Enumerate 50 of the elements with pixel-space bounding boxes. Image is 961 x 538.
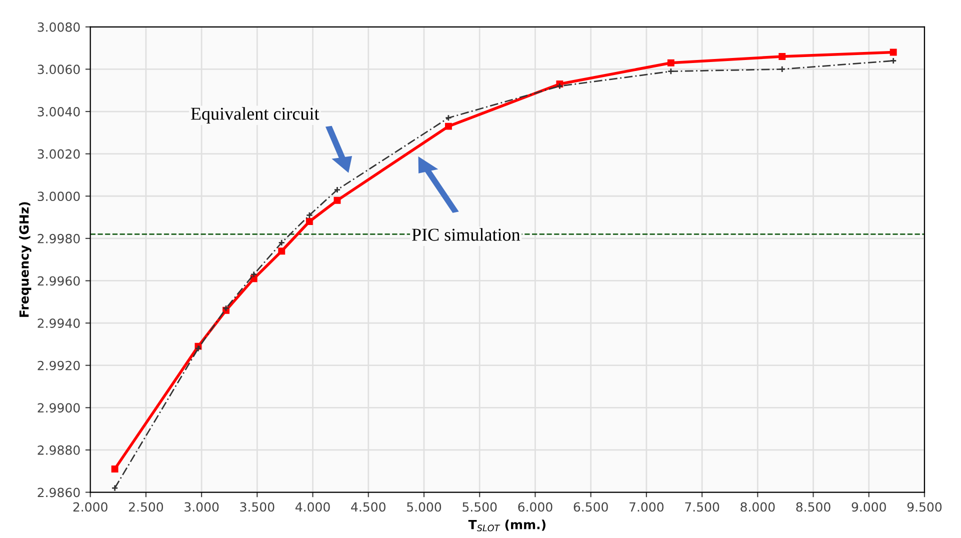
point bbox=[278, 239, 286, 246]
x-tick-label: 6.500 bbox=[574, 502, 608, 512]
x-tick-label: 2.000 bbox=[73, 502, 108, 512]
x-axis-title: T$_{SLOT}$ (mm.) bbox=[468, 520, 546, 532]
point bbox=[890, 48, 897, 56]
x-tick-label: 8.500 bbox=[796, 502, 830, 512]
point bbox=[890, 57, 897, 64]
x-tick-label: 4.500 bbox=[351, 502, 386, 512]
x-tick-label: 4.000 bbox=[295, 502, 330, 512]
x-tick-label: 5.000 bbox=[407, 502, 442, 512]
point bbox=[444, 114, 452, 122]
point bbox=[444, 122, 452, 130]
x-tick-label: 5.500 bbox=[462, 502, 497, 512]
point bbox=[778, 53, 786, 60]
point bbox=[306, 218, 313, 225]
annotation: PIC simulation bbox=[412, 228, 520, 241]
point bbox=[334, 186, 341, 194]
point bbox=[334, 196, 341, 204]
x-tick-label: 9.000 bbox=[852, 502, 886, 512]
y-tick-label: 2.9920 bbox=[38, 360, 80, 370]
x-tick-label: 3.000 bbox=[184, 502, 219, 512]
x-tick-label: 6.000 bbox=[518, 502, 552, 512]
point bbox=[778, 66, 786, 73]
point bbox=[278, 248, 286, 255]
x-tick-label: 7.000 bbox=[630, 502, 664, 512]
y-tick-label: 2.9940 bbox=[38, 318, 80, 328]
y-tick-label: 2.9860 bbox=[38, 488, 80, 498]
point bbox=[111, 484, 118, 492]
point bbox=[306, 212, 313, 219]
y-axis-title: Frequency (GHz) bbox=[19, 202, 32, 317]
y-tick-label: 3.0020 bbox=[38, 149, 80, 159]
x-tick-label: 9.500 bbox=[907, 502, 942, 512]
point bbox=[556, 82, 564, 90]
point bbox=[111, 466, 118, 472]
y-tick-label: 2.9980 bbox=[38, 234, 80, 244]
annotation: Equivalent circuit bbox=[190, 107, 320, 124]
y-tick-label: 3.0080 bbox=[38, 22, 80, 32]
y-tick-label: 2.9900 bbox=[38, 403, 80, 413]
x-tick-label: 2.500 bbox=[128, 502, 164, 512]
y-tick-label: 2.9880 bbox=[38, 445, 80, 455]
x-tick-label: 3.500 bbox=[240, 502, 274, 512]
point bbox=[667, 68, 674, 75]
y-tick-label: 3.0040 bbox=[38, 106, 80, 116]
y-tick-label: 3.0060 bbox=[38, 64, 80, 74]
y-tick-label: 3.0000 bbox=[38, 192, 80, 202]
point bbox=[250, 270, 258, 278]
point bbox=[667, 59, 674, 66]
y-tick-label: 2.9960 bbox=[38, 276, 80, 286]
x-tick-label: 8.000 bbox=[740, 502, 775, 512]
x-tick-label: 7.500 bbox=[685, 502, 720, 512]
